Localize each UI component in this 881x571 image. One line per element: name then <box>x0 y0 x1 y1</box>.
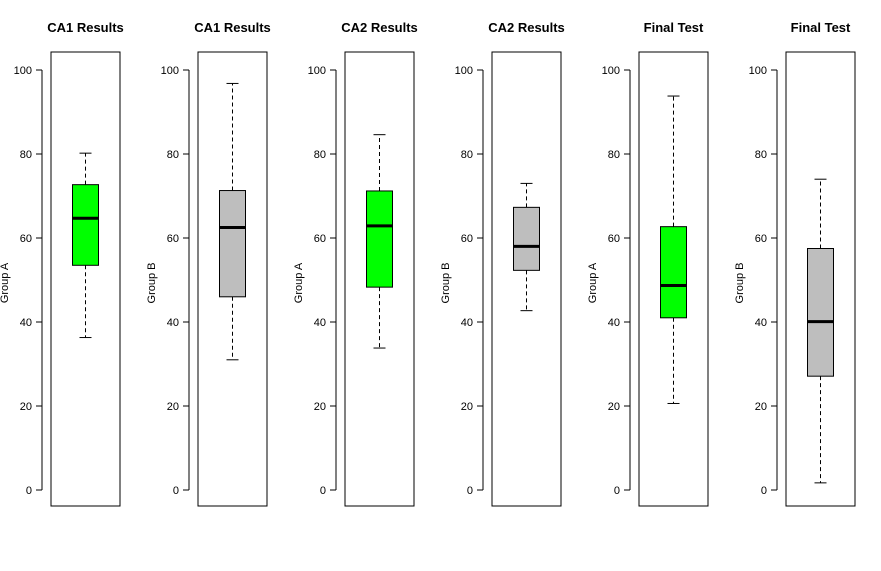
panel-5-y-tick-label-5: 100 <box>602 65 620 77</box>
panel-4-y-tick-label-4: 80 <box>461 149 473 161</box>
panel-6-box <box>807 248 834 377</box>
panel-6-y-tick-label-0: 0 <box>761 485 767 497</box>
panel-3-y-tick-label-5: 100 <box>308 65 326 77</box>
panel-5-y-tick-label-4: 80 <box>608 149 620 161</box>
panel-1-y-tick-label-2: 40 <box>20 317 32 329</box>
panel-1-y-tick-label-3: 60 <box>20 233 32 245</box>
panel-1-y-tick-label-0: 0 <box>26 485 32 497</box>
panel-5-y-tick-label-2: 40 <box>608 317 620 329</box>
panel-2-y-tick-label-3: 60 <box>167 233 179 245</box>
panel-3-y-tick-label-3: 60 <box>314 233 326 245</box>
panel-6-y-tick-label-2: 40 <box>755 317 767 329</box>
panel-5-y-tick-label-3: 60 <box>608 233 620 245</box>
panel-4-box <box>513 206 540 271</box>
panel-1-title: CA1 Results <box>47 20 124 35</box>
panel-1-y-tick-label-5: 100 <box>14 65 32 77</box>
panel-1-y-label: Group A <box>0 262 11 303</box>
panel-6-title: Final Test <box>791 20 851 35</box>
panel-6-y-tick-label-4: 80 <box>755 149 767 161</box>
panel-1-y-tick-label-4: 80 <box>20 149 32 161</box>
panel-2-y-tick-label-0: 0 <box>173 485 179 497</box>
panel-2-frame <box>197 51 268 507</box>
panel-6-frame <box>785 51 856 507</box>
panel-2-y-tick-label-4: 80 <box>167 149 179 161</box>
panel-4-y-tick-label-1: 20 <box>461 401 473 413</box>
panel-3-box <box>366 190 393 288</box>
panel-1-y-tick-label-1: 20 <box>20 401 32 413</box>
panel-5-box <box>660 226 687 319</box>
panel-4-y-tick-label-5: 100 <box>455 65 473 77</box>
panel-3-y-tick-label-1: 20 <box>314 401 326 413</box>
panel-6-y-tick-label-1: 20 <box>755 401 767 413</box>
panel-5-y-label: Group A <box>587 262 599 303</box>
panel-2-title: CA1 Results <box>194 20 271 35</box>
panel-3-title: CA2 Results <box>341 20 418 35</box>
panel-6-y-label: Group B <box>734 263 746 304</box>
panel-5-y-tick-label-0: 0 <box>614 485 620 497</box>
panel-2-y-tick-label-5: 100 <box>161 65 179 77</box>
panel-3-y-tick-label-4: 80 <box>314 149 326 161</box>
panel-3-y-tick-label-0: 0 <box>320 485 326 497</box>
panel-6-y-tick-label-5: 100 <box>749 65 767 77</box>
panel-5-title: Final Test <box>644 20 704 35</box>
panel-4-title: CA2 Results <box>488 20 565 35</box>
panel-4-frame <box>491 51 562 507</box>
panel-4-y-label: Group B <box>440 263 452 304</box>
panel-1-box <box>72 184 99 266</box>
panel-4-y-tick-label-2: 40 <box>461 317 473 329</box>
panel-2-y-label: Group B <box>146 263 158 304</box>
panel-3-frame <box>344 51 415 507</box>
panel-2-box <box>219 190 246 298</box>
panel-6-y-tick-label-3: 60 <box>755 233 767 245</box>
panel-5-frame <box>638 51 709 507</box>
panel-1-frame <box>50 51 121 507</box>
panel-2-y-tick-label-2: 40 <box>167 317 179 329</box>
panel-2-y-tick-label-1: 20 <box>167 401 179 413</box>
panel-3-y-label: Group A <box>293 262 305 303</box>
panel-4-y-tick-label-0: 0 <box>467 485 473 497</box>
panel-5-y-tick-label-1: 20 <box>608 401 620 413</box>
panel-3-y-tick-label-2: 40 <box>314 317 326 329</box>
panel-4-y-tick-label-3: 60 <box>461 233 473 245</box>
